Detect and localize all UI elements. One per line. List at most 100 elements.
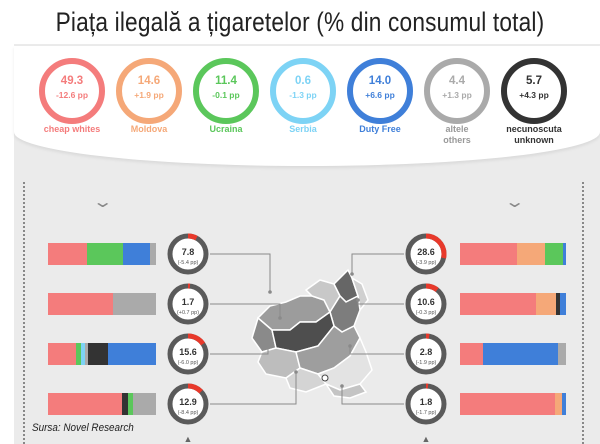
summary-donut-label: Duty Free	[359, 124, 401, 134]
dotted-guide-left	[23, 182, 25, 444]
summary-donut-change: -12.6 pp	[55, 90, 89, 100]
dial-value: 28.6	[417, 247, 435, 257]
dial-share-arc	[405, 283, 447, 325]
connector-end	[268, 290, 272, 294]
summary-donut-value: 49.3	[60, 75, 84, 87]
connector-end	[294, 370, 298, 374]
dial-change: (-1.7 pp)	[416, 410, 437, 416]
connector-end	[356, 298, 360, 302]
region-dial: 7.8 (-5.4 pp)	[167, 233, 209, 275]
source-note: Sursa: Novel Research	[32, 422, 134, 434]
connector-end	[348, 344, 352, 348]
summary-donut: 14.0 +6.6 pp	[347, 58, 413, 124]
dial-share-arc	[405, 383, 447, 425]
dial-share-arc	[405, 333, 447, 375]
summary-donut-label: Moldova	[130, 124, 168, 134]
bar-segment	[121, 393, 128, 415]
summary-donut-value: 4.4	[449, 75, 465, 87]
summary-donut-value: 11.4	[215, 75, 237, 87]
bar-segment	[48, 293, 113, 315]
dial-connector	[210, 303, 281, 318]
summary-donut: 14.6 +1.9 pp	[116, 58, 182, 124]
summary-donut: 0.6 -1.3 pp	[270, 58, 336, 124]
dial-connector	[349, 346, 404, 355]
bar-segment	[483, 343, 558, 365]
dial-connector	[210, 372, 297, 405]
region-stacked-bar	[460, 293, 566, 315]
region-stacked-bar	[460, 243, 566, 265]
chevron-down-icon: ⌄	[503, 194, 526, 211]
bar-segment	[460, 243, 517, 265]
summary-donut-label: cheap whites	[43, 124, 101, 134]
dial-value: 1.8	[420, 397, 433, 407]
region-stacked-bar	[48, 393, 156, 415]
bar-segment	[536, 293, 557, 315]
region-stacked-bar	[460, 343, 566, 365]
summary-donut-label: altele others	[443, 124, 471, 145]
dial-value: 7.8	[182, 247, 195, 257]
bar-segment	[460, 393, 556, 415]
summary-donut-value: 0.6	[295, 75, 311, 87]
connector-end	[340, 384, 344, 388]
dial-change: (-8.4 pp)	[178, 410, 199, 416]
region-stacked-bar	[48, 243, 156, 265]
dial-value: 12.9	[179, 397, 197, 407]
summary-donut: 49.3 -12.6 pp	[39, 58, 105, 124]
bar-segment	[149, 243, 156, 265]
summary-donut: 4.4 +1.3 pp	[424, 58, 490, 124]
bar-segment	[562, 243, 566, 265]
region-dial: 1.8 (-1.7 pp)	[405, 383, 447, 425]
bar-segment	[84, 343, 88, 365]
dotted-guide-right	[582, 182, 584, 444]
region-dial: 10.6 (-0.3 pp)	[405, 283, 447, 325]
region-dial: 1.7 (+0.7 pp)	[167, 283, 209, 325]
summary-donut-value: 14.0	[368, 75, 392, 87]
dial-share-arc	[167, 283, 209, 325]
dial-change: (+0.7 pp)	[177, 310, 199, 316]
arrow-up-icon: ▲	[184, 434, 193, 444]
dial-connector	[351, 253, 404, 274]
summary-donut-label: necunoscuta unknown	[506, 124, 562, 145]
summary-donut-change: +1.3 pp	[442, 90, 472, 100]
summary-donut-change: +1.9 pp	[134, 90, 164, 100]
bar-segment	[123, 243, 150, 265]
connector-end	[350, 272, 354, 276]
bar-segment	[557, 343, 566, 365]
summary-donut-change: -0.1 pp	[212, 90, 240, 100]
connector-end	[278, 316, 282, 320]
summary-donut-label: Serbia	[289, 124, 317, 134]
arrow-up-icon: ▲	[422, 434, 431, 444]
dial-share-arc	[405, 233, 447, 275]
dial-change: (-0.3 pp)	[416, 310, 437, 316]
dial-value: 15.6	[179, 347, 197, 357]
bar-segment	[556, 293, 560, 315]
bar-segment	[76, 343, 82, 365]
dial-change: (-6.0 pp)	[178, 360, 199, 366]
dial-connector	[210, 345, 269, 355]
bar-segment	[516, 243, 545, 265]
summary-donut-label: Ucraina	[209, 124, 243, 134]
bar-segment	[559, 293, 566, 315]
region-stacked-bar	[48, 293, 156, 315]
region-dial: 12.9 (-8.4 pp)	[167, 383, 209, 425]
dial-share-arc	[167, 233, 209, 275]
bar-segment	[48, 343, 77, 365]
bar-segment	[86, 243, 124, 265]
dial-change: (-3.9 pp)	[416, 260, 437, 266]
summary-donut-value: 14.6	[137, 75, 161, 87]
chart-title: Piața ilegală a țigaretelor (% din consu…	[55, 7, 545, 37]
dial-connector	[210, 253, 271, 292]
bar-segment	[460, 293, 537, 315]
bar-segment	[132, 393, 156, 415]
bar-segment	[81, 343, 85, 365]
dial-change: (-1.9 pp)	[416, 360, 437, 366]
bar-segment	[112, 293, 156, 315]
dial-value: 2.8	[420, 347, 433, 357]
summary-donut-change: -1.3 pp	[289, 90, 317, 100]
dial-value: 10.6	[417, 297, 435, 307]
chevron-down-icon: ⌄	[91, 194, 114, 211]
summary-donut: 5.7 +4.3 pp	[501, 58, 567, 124]
bar-segment	[87, 343, 109, 365]
